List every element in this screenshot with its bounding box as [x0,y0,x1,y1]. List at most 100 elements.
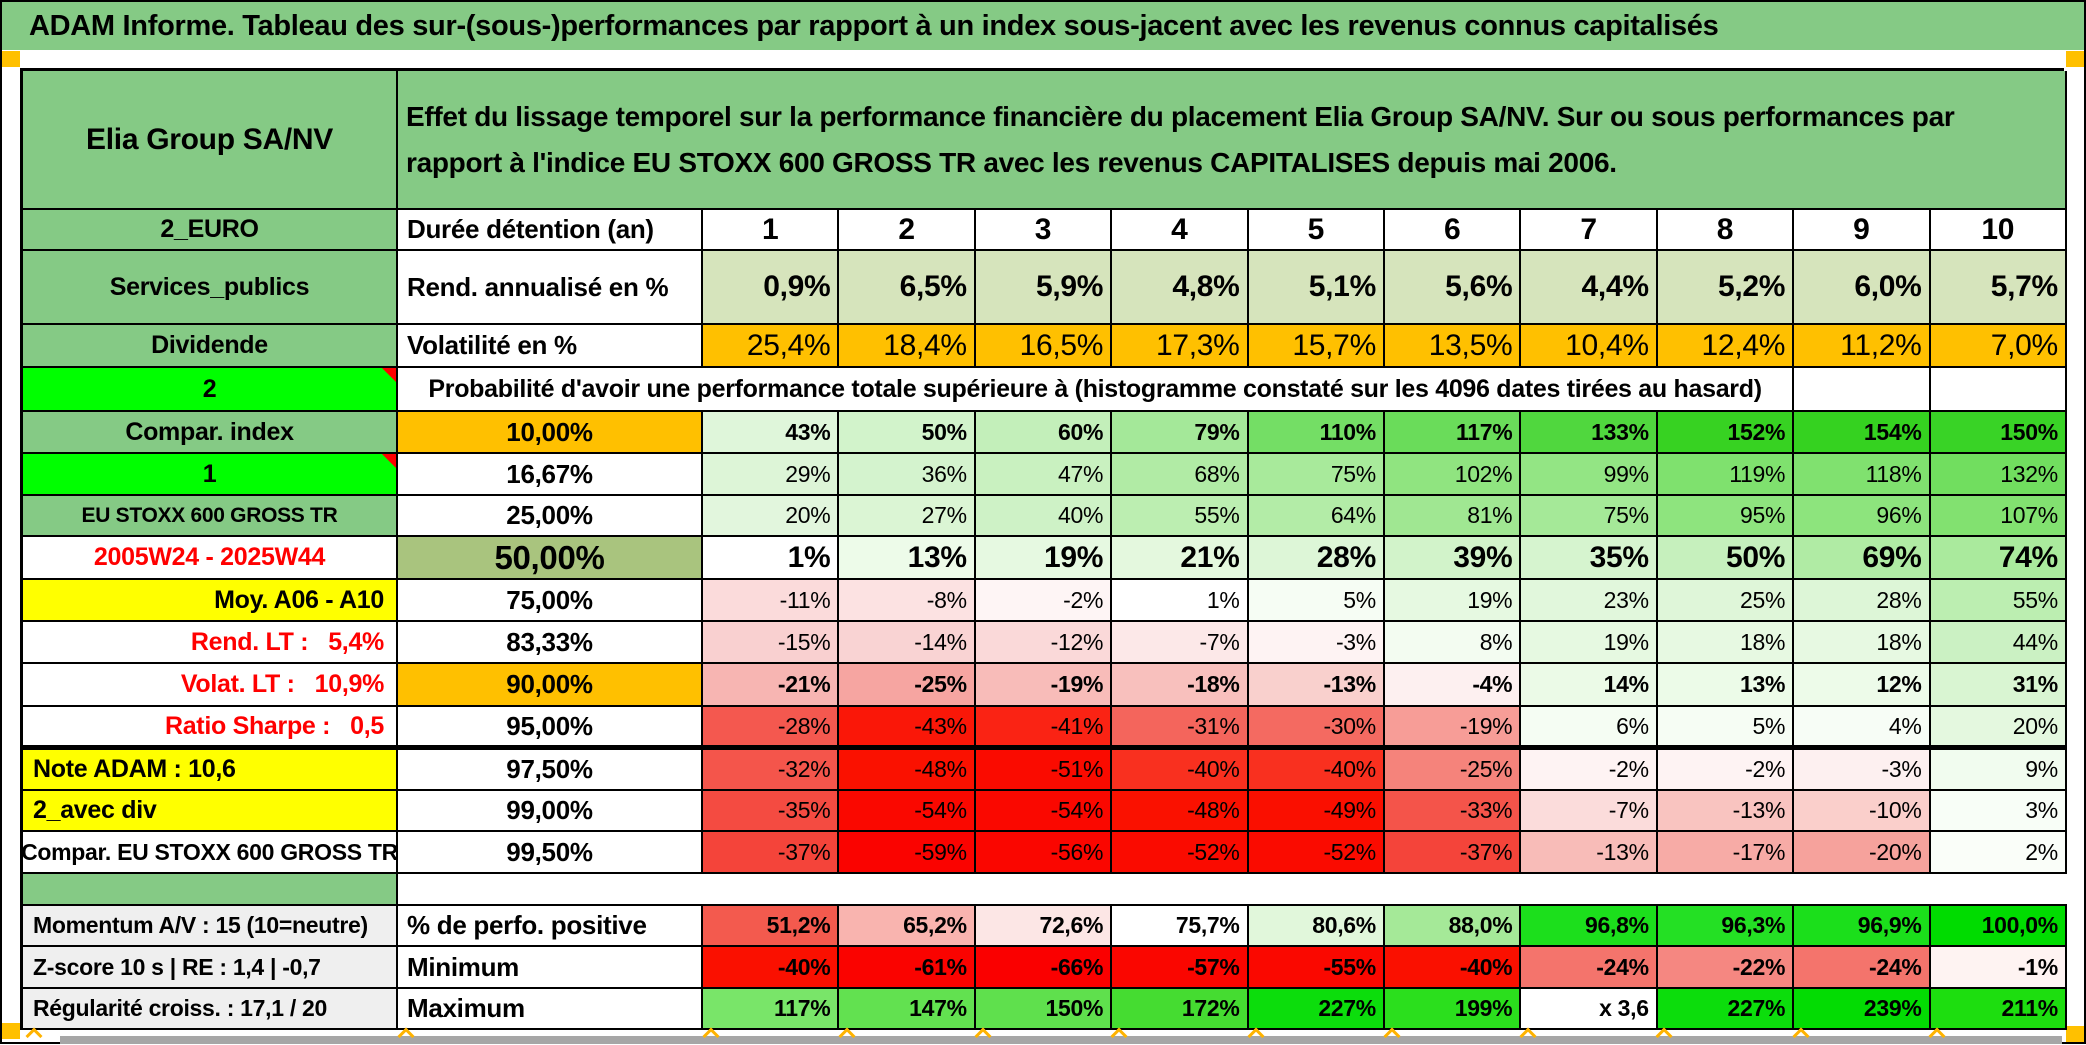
cell-p10-y3: 60% [975,412,1113,454]
metric-p50: 50,00% [398,537,703,580]
cell-p95-y9: 4% [1794,707,1931,750]
cell-p8333-y6: 8% [1384,622,1522,664]
cell-p1667-y1: 29% [703,454,840,496]
cell-p10-y4: 79% [1112,412,1249,454]
cell-perfo-positive-y7: 96,8% [1521,906,1658,947]
cell-p995-y5: -52% [1248,832,1385,874]
cell-maximum-y2: 147% [839,989,976,1030]
cell-p95-y8: 5% [1657,707,1795,750]
cell-p99-y8: -13% [1657,791,1795,832]
cell-rend-annualise-y3: 5,9% [975,251,1113,325]
metric-volatilite: Volatilité en % [398,325,703,368]
cell-p90-y10: 31% [1930,664,2067,707]
cell-p90-y9: 12% [1794,664,1931,707]
cell-volatilite-y9: 11,2% [1794,325,1931,368]
label-p10: Compar. index [23,412,398,454]
cell-p1667-y2: 36% [839,454,976,496]
cell-p99-y2: -54% [839,791,976,832]
cell-minimum-y5: -55% [1248,947,1385,989]
cell-perfo-positive-y2: 65,2% [839,906,976,947]
cell-volatilite-y5: 15,7% [1248,325,1385,368]
cell-volatilite-y4: 17,3% [1112,325,1249,368]
bottom-scroll-bar [60,1036,2062,1044]
cell-perfo-positive-y10: 100,0% [1930,906,2067,947]
cell-perfo-positive-y5: 80,6% [1248,906,1385,947]
label-rend-annualise: Services_publics [23,251,398,325]
metric-maximum: Maximum [398,989,703,1030]
spacer-gap [398,874,2067,906]
cell-rend-annualise-y5: 5,1% [1248,251,1385,325]
cell-p1667-y6: 102% [1384,454,1522,496]
cell-p99-y4: -48% [1112,791,1249,832]
cell-minimum-y4: -57% [1112,947,1249,989]
label-volatilite: Dividende [23,325,398,368]
cell-p75-y6: 19% [1384,580,1522,622]
cell-p50-y10: 74% [1930,537,2067,580]
cell-p975-y9: -3% [1794,750,1931,791]
security-name-cell: Elia Group SA/NV [23,71,398,210]
cell-rend-annualise-y6: 5,6% [1384,251,1522,325]
label-p50: 2005W24 - 2025W44 [23,537,398,580]
cell-maximum-y8: 227% [1657,989,1795,1030]
cell-volatilite-y3: 16,5% [975,325,1113,368]
cell-rend-annualise-y8: 5,2% [1657,251,1795,325]
cell-p8333-y1: -15% [703,622,840,664]
cell-p975-y3: -51% [975,750,1113,791]
cell-p995-y2: -59% [839,832,976,874]
cell-p975-y2: -48% [839,750,976,791]
cell-volatilite-y10: 7,0% [1930,325,2067,368]
cell-maximum-y5: 227% [1248,989,1385,1030]
cell-duree-y2: 2 [839,210,976,251]
cell-p25-y3: 40% [975,496,1113,537]
comment-marker-icon [382,368,396,382]
cell-p99-y1: -35% [703,791,840,832]
cell-perfo-positive-y8: 96,3% [1657,906,1795,947]
cell-p90-y4: -18% [1112,664,1249,707]
cell-maximum-y6: 199% [1384,989,1522,1030]
metric-rend-annualise: Rend. annualisé en % [398,251,703,325]
cell-p1667-y5: 75% [1248,454,1385,496]
cell-rend-annualise-y1: 0,9% [703,251,840,325]
cell-p8333-y5: -3% [1248,622,1385,664]
cell-p8333-y9: 18% [1794,622,1931,664]
cell-p75-y3: -2% [975,580,1113,622]
cell-p25-y1: 20% [703,496,840,537]
cell-p975-y1: -32% [703,750,840,791]
cell-p95-y6: -19% [1384,707,1522,750]
cell-p90-y8: 13% [1657,664,1795,707]
cell-p10-y2: 50% [839,412,976,454]
cell-p99-y5: -49% [1248,791,1385,832]
label-maximum: Régularité croiss. : 17,1 / 20 [23,989,398,1030]
cell-p90-y6: -4% [1384,664,1522,707]
label-minimum: Z-score 10 s | RE : 1,4 | -0,7 [23,947,398,989]
cell-p95-y3: -41% [975,707,1113,750]
cell-p995-y6: -37% [1384,832,1522,874]
cell-p50-y5: 28% [1248,537,1385,580]
cell-p8333-y10: 44% [1930,622,2067,664]
metric-p75: 75,00% [398,580,703,622]
cell-duree-y6: 6 [1384,210,1522,251]
cell-perfo-positive-y6: 88,0% [1384,906,1522,947]
cell-p995-y8: -17% [1657,832,1795,874]
comment-marker-icon [382,454,396,468]
cell-p10-y8: 152% [1657,412,1795,454]
cell-p25-y2: 27% [839,496,976,537]
cell-p25-y8: 95% [1657,496,1795,537]
metric-p995: 99,50% [398,832,703,874]
cell-p975-y6: -25% [1384,750,1522,791]
cell-duree-y9: 9 [1794,210,1931,251]
label-p95: Ratio Sharpe : 0,5 [23,707,398,750]
cell-p975-y7: -2% [1521,750,1658,791]
report-title-bar: ADAM Informe. Tableau des sur-(sous-)per… [2,2,2084,50]
metric-duree: Durée détention (an) [398,210,703,251]
cell-p975-y8: -2% [1657,750,1795,791]
cell-volatilite-y6: 13,5% [1384,325,1522,368]
label-p99: 2_avec div [23,791,398,832]
cell-p75-y7: 23% [1521,580,1658,622]
cell-p995-y9: -20% [1794,832,1931,874]
cell-perfo-positive-y9: 96,9% [1794,906,1931,947]
metric-p10: 10,00% [398,412,703,454]
cell-p95-y4: -31% [1112,707,1249,750]
label-p90: Volat. LT : 10,9% [23,664,398,707]
cell-maximum-y4: 172% [1112,989,1249,1030]
